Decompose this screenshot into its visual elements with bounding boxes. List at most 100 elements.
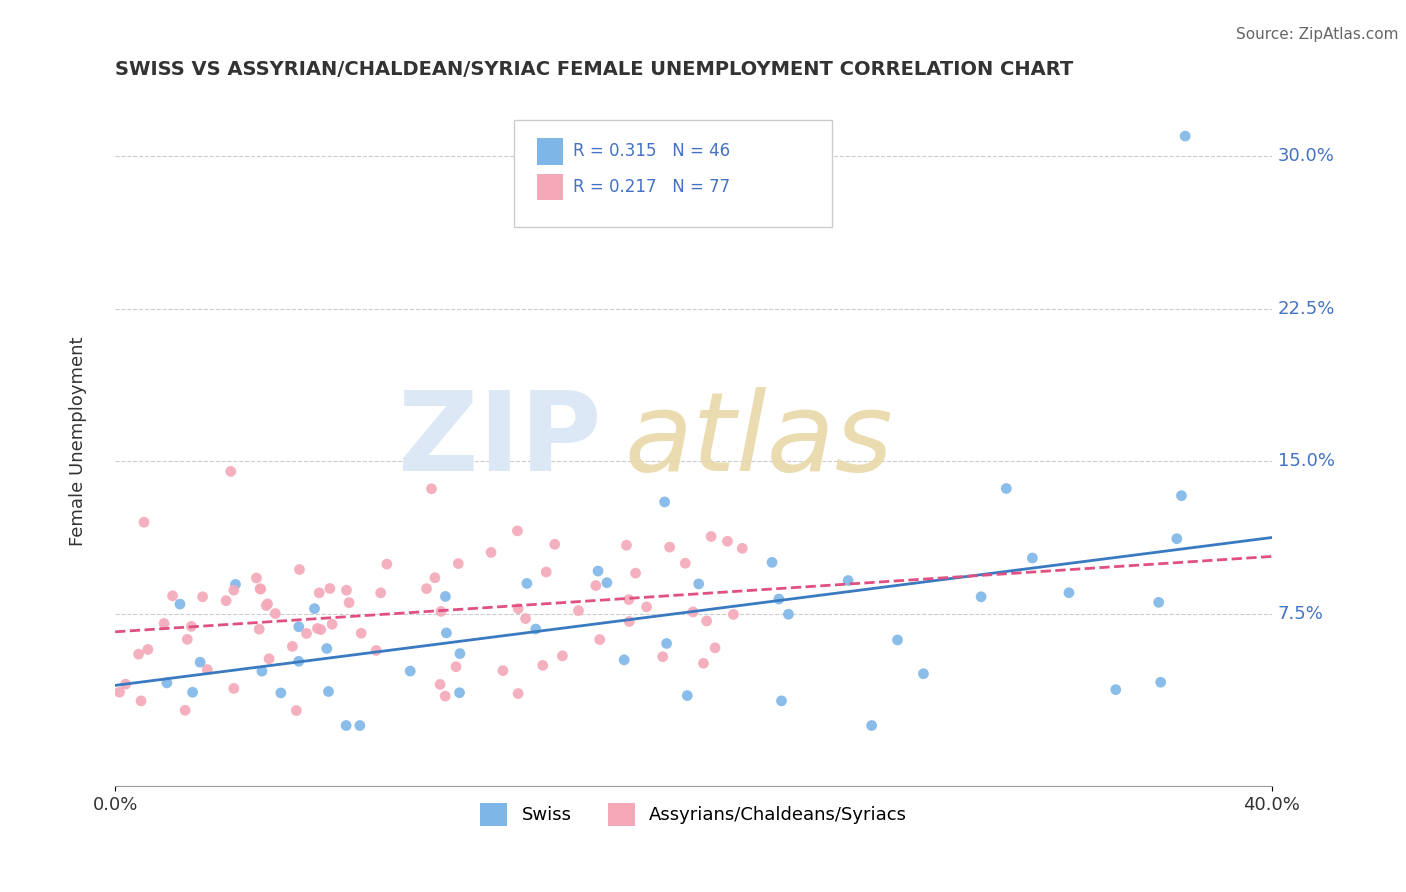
- Point: [515, 611, 537, 625]
- Point: [169, 597, 191, 611]
- Point: [136, 642, 159, 657]
- Point: [429, 677, 451, 691]
- Point: [585, 578, 607, 592]
- Point: [636, 599, 658, 614]
- Point: [129, 694, 152, 708]
- Point: [430, 604, 453, 618]
- Point: [658, 540, 681, 554]
- Point: [1105, 682, 1128, 697]
- Point: [731, 541, 754, 556]
- Point: [434, 590, 457, 604]
- Point: [281, 640, 304, 654]
- Point: [308, 586, 330, 600]
- Point: [423, 571, 446, 585]
- Point: [335, 718, 357, 732]
- Point: [247, 622, 270, 636]
- Bar: [537, 138, 562, 164]
- Point: [761, 555, 783, 569]
- Point: [544, 537, 567, 551]
- Point: [1147, 595, 1170, 609]
- Point: [506, 524, 529, 538]
- Point: [321, 617, 343, 632]
- Point: [222, 583, 245, 598]
- Text: Female Unemployment: Female Unemployment: [69, 336, 87, 546]
- Point: [399, 664, 422, 678]
- Point: [617, 592, 640, 607]
- Point: [224, 577, 246, 591]
- Point: [682, 605, 704, 619]
- Point: [270, 686, 292, 700]
- Point: [215, 593, 238, 607]
- Point: [912, 666, 935, 681]
- Point: [180, 619, 202, 633]
- Text: atlas: atlas: [624, 387, 893, 494]
- Point: [285, 704, 308, 718]
- Point: [534, 565, 557, 579]
- Point: [366, 643, 388, 657]
- Point: [676, 689, 699, 703]
- Point: [508, 687, 530, 701]
- Point: [770, 694, 793, 708]
- Point: [288, 620, 311, 634]
- Point: [375, 557, 398, 571]
- Point: [264, 607, 287, 621]
- Point: [586, 564, 609, 578]
- Text: SWISS VS ASSYRIAN/CHALDEAN/SYRIAC FEMALE UNEMPLOYMENT CORRELATION CHART: SWISS VS ASSYRIAN/CHALDEAN/SYRIAC FEMALE…: [115, 60, 1073, 78]
- Point: [447, 557, 470, 571]
- Point: [1174, 129, 1197, 144]
- Point: [108, 685, 131, 699]
- Point: [219, 465, 242, 479]
- Point: [970, 590, 993, 604]
- Point: [613, 653, 636, 667]
- Point: [1166, 532, 1188, 546]
- Text: Source: ZipAtlas.com: Source: ZipAtlas.com: [1236, 27, 1399, 42]
- Point: [162, 589, 184, 603]
- Point: [315, 641, 337, 656]
- Point: [654, 495, 676, 509]
- Point: [508, 601, 530, 615]
- Point: [156, 676, 179, 690]
- Point: [256, 597, 278, 611]
- Text: 7.5%: 7.5%: [1278, 605, 1323, 623]
- Point: [304, 601, 326, 615]
- Point: [860, 718, 883, 732]
- Point: [1170, 489, 1192, 503]
- Point: [420, 482, 443, 496]
- Point: [1057, 585, 1080, 599]
- Point: [837, 574, 859, 588]
- Point: [567, 604, 589, 618]
- Point: [619, 615, 641, 629]
- Point: [349, 718, 371, 732]
- Point: [132, 515, 155, 529]
- Point: [596, 575, 619, 590]
- Point: [295, 626, 318, 640]
- Point: [673, 556, 696, 570]
- Point: [768, 592, 790, 607]
- Point: [307, 622, 329, 636]
- Point: [174, 703, 197, 717]
- FancyBboxPatch shape: [515, 120, 832, 227]
- Point: [195, 663, 218, 677]
- Point: [222, 681, 245, 696]
- Point: [337, 596, 360, 610]
- Point: [704, 640, 727, 655]
- Point: [249, 582, 271, 596]
- Text: ZIP: ZIP: [398, 387, 600, 494]
- Point: [436, 626, 458, 640]
- Point: [449, 647, 471, 661]
- Point: [1021, 551, 1043, 566]
- Point: [350, 626, 373, 640]
- Text: 22.5%: 22.5%: [1278, 300, 1336, 318]
- Point: [716, 534, 738, 549]
- Text: R = 0.315   N = 46: R = 0.315 N = 46: [574, 143, 730, 161]
- Point: [181, 685, 204, 699]
- Point: [128, 647, 150, 661]
- Point: [616, 538, 638, 552]
- Text: 30.0%: 30.0%: [1278, 147, 1334, 165]
- Point: [624, 566, 647, 581]
- Legend: Swiss, Assyrians/Chaldeans/Syriacs: Swiss, Assyrians/Chaldeans/Syriacs: [472, 797, 914, 833]
- Point: [1149, 675, 1171, 690]
- Text: R = 0.217   N = 77: R = 0.217 N = 77: [574, 178, 730, 196]
- Point: [492, 664, 515, 678]
- Point: [688, 577, 710, 591]
